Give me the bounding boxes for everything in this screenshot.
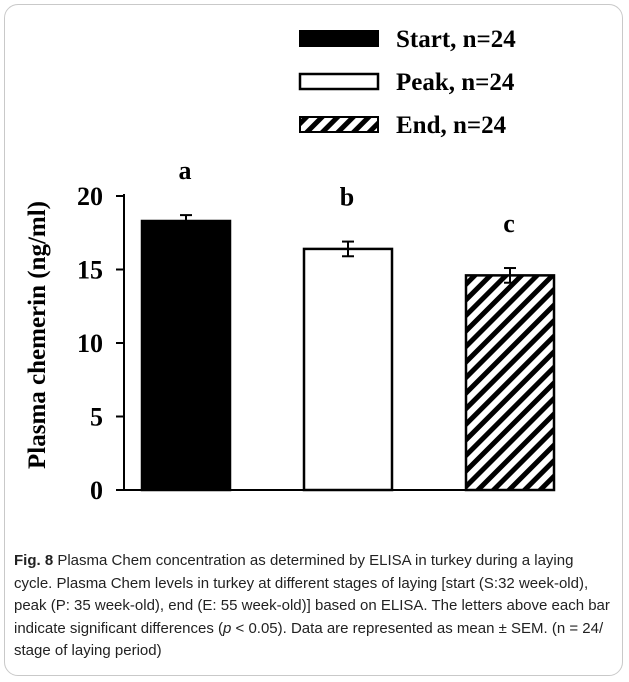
caption-text: Plasma Chem concentration as determined … [14,552,610,637]
caption-text-after: < 0.05). Data are represented as mean ± … [14,619,604,660]
y-ticks: 0 5 10 15 20 [77,182,124,505]
caption-p-symbol: p [223,619,232,637]
y-tick-label: 5 [90,403,103,432]
legend-swatch-peak [298,72,380,91]
y-tick-label: 15 [77,256,103,285]
significance-letter-peak: b [340,183,354,212]
bar-chart: Start, n=24 Peak, n=24 End, n=24 Plasma … [24,26,556,505]
significance-letter-end: c [503,209,515,238]
bar-start [140,219,232,492]
bars: a b c [140,156,556,492]
bar-peak [302,247,394,492]
y-tick-label: 10 [77,329,103,358]
legend-label-start: Start, n=24 [396,26,516,53]
y-tick-label: 20 [77,182,103,211]
figure-label: Fig. 8 [14,552,54,569]
legend-swatch-start [299,30,379,47]
y-axis-title: Plasma chemerin (ng/ml) [24,201,51,469]
y-tick-label: 0 [90,476,103,505]
legend-label-peak: Peak, n=24 [396,69,515,96]
legend: Start, n=24 Peak, n=24 End, n=24 [298,26,516,139]
figure-caption: Fig. 8 Plasma Chem concentration as dete… [14,550,612,663]
legend-swatch-end [299,116,379,133]
significance-letter-start: a [179,156,192,185]
bar-end [464,274,556,492]
legend-label-end: End, n=24 [396,112,507,139]
